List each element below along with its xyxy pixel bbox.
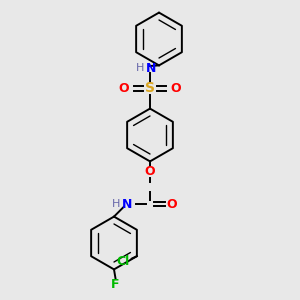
Text: F: F: [111, 278, 120, 291]
Text: N: N: [146, 62, 157, 75]
Text: O: O: [118, 82, 129, 95]
Text: S: S: [145, 82, 155, 95]
Text: H: H: [136, 63, 145, 74]
Text: O: O: [167, 197, 177, 211]
Text: O: O: [145, 165, 155, 178]
Text: N: N: [122, 197, 133, 211]
Text: H: H: [112, 199, 121, 209]
Text: O: O: [171, 82, 182, 95]
Text: Cl: Cl: [117, 255, 130, 268]
